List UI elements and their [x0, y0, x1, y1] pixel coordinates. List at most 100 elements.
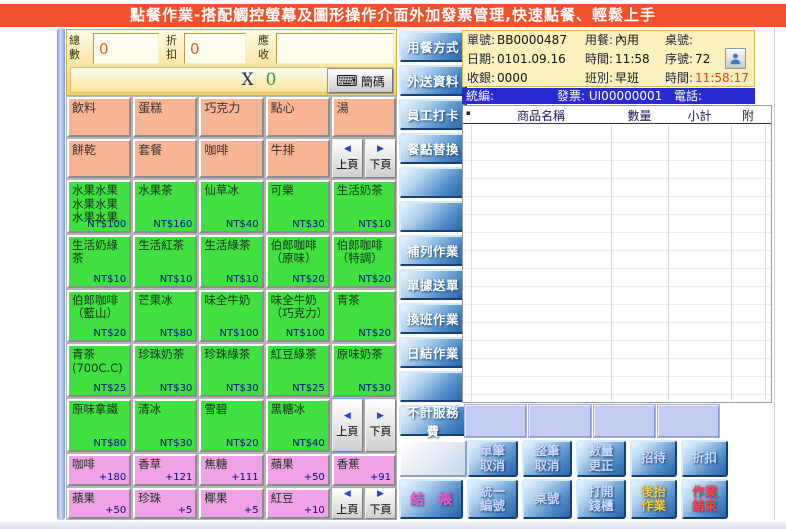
- addon-button[interactable]: 咖啡 +180: [67, 454, 132, 486]
- menu-item-button[interactable]: 水果水果水果水果水果水果 NT$100: [67, 180, 132, 233]
- menu-item-button[interactable]: 原味奶茶 NT$30: [331, 344, 396, 398]
- menu-item-button[interactable]: 生活奶綠茶 NT$10: [67, 234, 132, 288]
- menu-item-button[interactable]: 味全牛奶 NT$100: [199, 289, 264, 343]
- menu-item-button[interactable]: 芒果冰 NT$80: [133, 289, 198, 343]
- category-next-page-button[interactable]: ▶ 下頁: [364, 138, 396, 178]
- menu-item-button[interactable]: 原味拿鐵 NT$80: [67, 399, 132, 452]
- column-divider: [611, 125, 612, 401]
- back-counter-button[interactable]: 後抬作業: [630, 479, 677, 519]
- addon-name: 紅豆: [270, 490, 294, 505]
- time-value: 11:58: [615, 52, 650, 66]
- category-button[interactable]: 牛排: [265, 138, 330, 178]
- menu-item-button[interactable]: 青茶 (700C.C) NT$25: [67, 344, 132, 398]
- menu-item-button[interactable]: 生活綠茶 NT$10: [199, 234, 264, 288]
- dining-mode-button[interactable]: 用餐方式: [399, 31, 467, 62]
- category-button[interactable]: 巧克力: [199, 97, 264, 137]
- addon-price: +10: [303, 505, 325, 516]
- menu-item-button[interactable]: 生活奶茶 NT$10: [331, 180, 396, 233]
- addon-button[interactable]: 紅豆 +10: [265, 487, 330, 519]
- table-number-button[interactable]: 桌號: [522, 479, 572, 519]
- menu-item-button[interactable]: 水果茶 NT$160: [133, 180, 198, 233]
- menu-item-button[interactable]: 珍珠綠茶 NT$30: [199, 344, 264, 398]
- discount-button[interactable]: 折扣: [681, 440, 728, 477]
- staff-clock-button[interactable]: 員工打卡: [399, 99, 467, 130]
- side-blank-button[interactable]: [399, 371, 467, 402]
- next-page-label: 下頁: [369, 425, 392, 439]
- menu-item-button[interactable]: 雪碧 NT$20: [199, 399, 264, 452]
- void-item-button[interactable]: 單筆取消: [467, 440, 518, 477]
- chevron-left-icon: ◀: [343, 411, 351, 422]
- title-banner: 點餐作業-搭配觸控螢幕及圖形操作介面外加發票管理,快速點餐、輕鬆上手: [0, 4, 786, 27]
- menu-prev-page-button[interactable]: ◀ 上頁: [331, 399, 363, 452]
- menu-item-button[interactable]: 青茶 NT$20: [331, 289, 396, 343]
- addon-button[interactable]: 蘋果 +50: [67, 487, 132, 519]
- checkout-button[interactable]: 結 帳: [399, 479, 463, 519]
- shift-change-button[interactable]: 換班作業: [399, 303, 467, 334]
- tax-id-button[interactable]: 統一編號: [467, 479, 518, 519]
- menu-item-button[interactable]: 伯郎咖啡（藍山） NT$20: [67, 289, 132, 343]
- total-count-field: 0: [93, 33, 159, 64]
- table-body[interactable]: [463, 125, 771, 402]
- prev-page-label: 上頁: [336, 425, 359, 439]
- category-button[interactable]: 咖啡: [199, 138, 264, 178]
- category-label: 飲料: [72, 101, 97, 115]
- open-drawer-button[interactable]: 打開錢櫃: [576, 479, 626, 519]
- menu-item-button[interactable]: 伯郎咖啡（原味） NT$20: [265, 234, 330, 288]
- menu-item-button[interactable]: 紅豆綠茶 NT$25: [265, 344, 330, 398]
- menu-item-button[interactable]: 可樂 NT$30: [265, 180, 330, 233]
- quickcode-button[interactable]: ⌨ 簡碼: [328, 69, 393, 93]
- addon-next-page-button[interactable]: ▶ 下頁: [364, 487, 396, 519]
- no-service-charge-button[interactable]: 不計服務費: [399, 405, 467, 439]
- order-no-label: 單號:: [467, 33, 496, 47]
- menu-item-button[interactable]: 味全牛奶（巧克力） NT$100: [265, 289, 330, 343]
- category-prev-page-button[interactable]: ◀ 上頁: [331, 138, 363, 178]
- category-button[interactable]: 點心: [265, 97, 330, 137]
- daily-close-button[interactable]: 日結作業: [399, 337, 467, 368]
- menu-item-button[interactable]: 珍珠奶茶 NT$30: [133, 344, 198, 398]
- menu-item-button[interactable]: 仙草冰 NT$40: [199, 180, 264, 233]
- addon-button[interactable]: 蘋果 +50: [265, 454, 330, 486]
- meal-replace-button[interactable]: 餐點替換: [399, 133, 467, 164]
- addon-button[interactable]: 香蕉 +91: [331, 454, 396, 486]
- item-price: NT$80: [93, 437, 127, 449]
- send-order-button[interactable]: 單據送單: [399, 269, 467, 300]
- item-price: NT$10: [358, 218, 391, 230]
- category-button[interactable]: 湯: [331, 97, 396, 137]
- column-product-name: 商品名稱: [516, 109, 565, 123]
- shift-label: 班別:: [585, 71, 614, 85]
- addon-button[interactable]: 珍珠 +5: [133, 487, 198, 519]
- menu-item-button[interactable]: 清冰 NT$30: [133, 399, 198, 452]
- treat-button[interactable]: 招待: [630, 440, 677, 477]
- item-price: NT$20: [93, 328, 127, 340]
- quantity-correct-button[interactable]: 數量更正: [576, 440, 626, 477]
- operator-button[interactable]: [725, 48, 746, 69]
- item-price: NT$30: [225, 383, 259, 395]
- left-scroll-strip[interactable]: [57, 28, 65, 520]
- window-right-edge: [774, 28, 775, 520]
- menu-next-page-button[interactable]: ▶ 下頁: [364, 399, 396, 452]
- addon-prev-page-button[interactable]: ◀ 上頁: [331, 487, 363, 519]
- addon-price: +121: [164, 471, 193, 483]
- menu-item-button[interactable]: 黑糖冰 NT$40: [265, 399, 330, 452]
- category-label: 牛排: [270, 142, 295, 157]
- cashier-value: 0000: [497, 71, 528, 85]
- addon-button[interactable]: 椰果 +5: [199, 487, 264, 519]
- menu-item-button[interactable]: 伯郎咖啡（特調） NT$20: [331, 234, 396, 288]
- end-operation-button[interactable]: 作業結束: [681, 479, 728, 519]
- date-value: 0101.09.16: [497, 52, 566, 66]
- void-order-button[interactable]: 整筆取消: [522, 440, 572, 477]
- category-button[interactable]: 餅乾: [67, 138, 132, 178]
- category-button[interactable]: 飲料: [67, 97, 132, 137]
- category-button[interactable]: 蛋糕: [133, 97, 198, 137]
- addon-button[interactable]: 焦糖 +111: [199, 454, 264, 486]
- delivery-info-button[interactable]: 外送資料: [399, 65, 467, 96]
- addon-button[interactable]: 香草 +121: [133, 454, 198, 486]
- category-button[interactable]: 套餐: [133, 138, 198, 178]
- reprint-button[interactable]: 補列作業: [399, 235, 467, 266]
- side-blank-button[interactable]: [399, 201, 467, 232]
- blank-panel-button[interactable]: [399, 440, 467, 477]
- menu-item-button[interactable]: 生活紅茶 NT$10: [133, 234, 198, 288]
- menu-item-grid: 水果水果水果水果水果水果 NT$100 水果茶 NT$160 仙草冰 NT$40 可樂…: [66, 179, 397, 453]
- order-items-table[interactable]: ▪ 商品名稱 數量 小計 附: [462, 105, 772, 403]
- side-blank-button[interactable]: [399, 167, 467, 198]
